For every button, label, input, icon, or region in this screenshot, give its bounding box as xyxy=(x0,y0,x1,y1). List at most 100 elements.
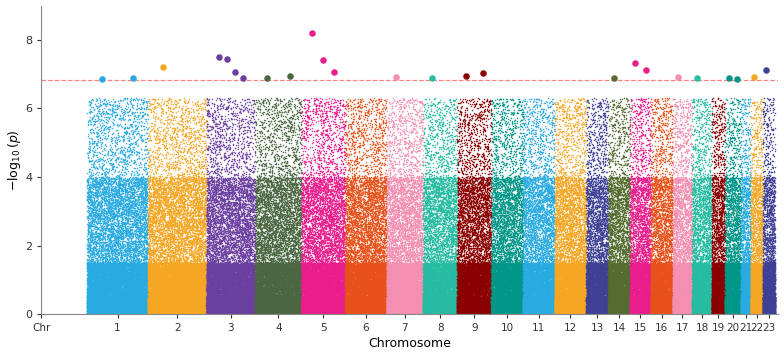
Point xyxy=(463,180,476,186)
Point xyxy=(702,246,715,251)
Point xyxy=(222,206,234,212)
Point xyxy=(287,238,299,244)
Point xyxy=(645,206,658,212)
Point xyxy=(404,297,416,303)
Point xyxy=(225,221,238,227)
Point xyxy=(187,304,199,310)
Point xyxy=(424,242,437,247)
Point xyxy=(740,239,753,245)
Point xyxy=(557,287,570,292)
Point xyxy=(265,309,278,315)
Point xyxy=(739,198,751,204)
Point xyxy=(317,295,329,300)
Point xyxy=(626,300,639,305)
Point xyxy=(342,308,354,314)
Point xyxy=(661,302,673,308)
Point xyxy=(396,312,408,317)
Point xyxy=(227,310,240,315)
Point xyxy=(623,248,636,254)
Point xyxy=(197,208,209,214)
Point xyxy=(434,278,446,283)
Point xyxy=(217,267,230,273)
Point xyxy=(416,269,429,274)
Point xyxy=(630,281,642,287)
Point xyxy=(350,309,362,315)
Point xyxy=(165,244,177,250)
Point xyxy=(358,290,370,295)
Point xyxy=(138,303,151,308)
Point xyxy=(570,275,583,281)
Point xyxy=(234,194,247,200)
Point xyxy=(582,288,594,294)
Point xyxy=(415,305,427,310)
Point xyxy=(218,302,230,307)
Point xyxy=(649,305,662,311)
Point xyxy=(362,221,375,226)
Point xyxy=(102,283,114,288)
Point xyxy=(299,298,311,304)
Point xyxy=(565,295,578,301)
Point xyxy=(227,297,240,303)
Point xyxy=(604,300,617,306)
Point xyxy=(519,291,532,297)
Point xyxy=(143,297,156,303)
Point xyxy=(512,291,524,297)
Point xyxy=(240,298,252,304)
Point xyxy=(339,310,351,316)
Point xyxy=(644,304,656,309)
Point xyxy=(243,293,256,299)
Point xyxy=(350,295,362,300)
Point xyxy=(84,304,96,309)
Point xyxy=(624,294,637,300)
Point xyxy=(365,291,377,297)
Point xyxy=(89,303,102,309)
Point xyxy=(126,307,139,312)
Point xyxy=(652,295,665,301)
Point xyxy=(645,300,658,306)
Point xyxy=(535,256,548,261)
Point xyxy=(392,178,405,183)
Point xyxy=(539,277,551,283)
Point xyxy=(557,213,569,219)
Point xyxy=(549,302,561,307)
Point xyxy=(713,294,726,300)
Point xyxy=(373,294,386,300)
Point xyxy=(490,175,503,180)
Point xyxy=(763,268,775,273)
Point xyxy=(654,190,666,195)
Point xyxy=(535,294,548,300)
Point xyxy=(448,283,460,288)
Point xyxy=(553,295,565,301)
Point xyxy=(518,305,531,311)
Point xyxy=(463,234,475,240)
Point xyxy=(413,275,426,281)
Point xyxy=(552,262,564,268)
Point xyxy=(267,177,279,183)
Point xyxy=(547,215,560,221)
Point xyxy=(103,212,116,218)
Point xyxy=(659,302,671,307)
Point xyxy=(112,301,125,307)
Point xyxy=(676,302,688,307)
Point xyxy=(223,304,236,309)
Point xyxy=(476,282,488,287)
Point xyxy=(667,308,680,313)
Point xyxy=(446,284,459,289)
Point xyxy=(495,295,508,301)
Point xyxy=(215,299,227,304)
Point xyxy=(289,180,302,186)
Point xyxy=(262,307,274,313)
Point xyxy=(266,280,278,286)
Point xyxy=(269,278,281,284)
Point xyxy=(659,268,672,274)
Point xyxy=(90,215,103,220)
Point xyxy=(96,296,109,302)
Point xyxy=(627,307,640,313)
Point xyxy=(256,266,269,272)
Point xyxy=(479,290,492,295)
Point xyxy=(291,309,303,314)
Point xyxy=(710,134,723,140)
Point xyxy=(425,275,437,281)
Point xyxy=(347,296,360,302)
Point xyxy=(96,304,108,309)
